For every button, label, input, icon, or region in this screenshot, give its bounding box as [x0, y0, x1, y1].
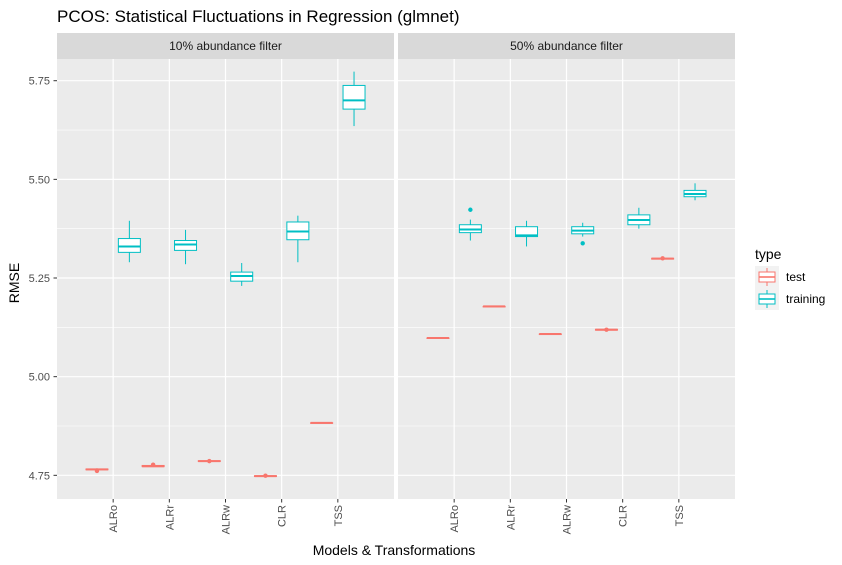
outlier-point — [150, 462, 156, 467]
box-training — [174, 229, 198, 265]
x-tick-label: ALRo — [449, 505, 461, 533]
box-training — [571, 222, 595, 246]
outlier-point — [207, 458, 212, 464]
box-training — [230, 263, 254, 286]
facet-strip-label: 10% abundance filter — [169, 39, 282, 53]
outlier-point — [660, 256, 665, 261]
box-training — [627, 207, 651, 229]
facet-panel: 10% abundance filter ALRo ALRr ALRw CLR TSS — [57, 33, 394, 534]
x-tick-label: ALRo — [108, 505, 120, 533]
outlier-point — [263, 473, 268, 478]
facet-panel: 50% abundance filter ALRo ALRr ALRw CLR TSS — [398, 33, 735, 534]
box-training — [286, 215, 310, 263]
y-tick-label: 5.25 — [29, 273, 50, 285]
outlier-point — [468, 207, 473, 212]
x-tick-label: CLR — [277, 505, 289, 527]
chart-title: PCOS: Statistical Fluctuations in Regres… — [57, 7, 460, 26]
box-test — [651, 256, 675, 261]
box-training — [458, 207, 482, 241]
y-tick-label: 5.00 — [29, 372, 50, 384]
box-test — [426, 336, 450, 339]
y-tick-label: 4.75 — [29, 470, 50, 482]
box-test — [197, 458, 221, 464]
x-tick-label: ALRr — [164, 505, 176, 530]
x-tick-label: CLR — [618, 505, 630, 527]
x-tick-label: ALRr — [505, 505, 517, 530]
y-tick-label: 5.75 — [29, 76, 50, 88]
y-axis: 4.75 5.00 5.25 5.50 5.75 — [29, 76, 57, 482]
box-training — [515, 220, 539, 247]
x-tick-label: TSS — [674, 505, 686, 526]
facet-strip-label: 50% abundance filter — [510, 39, 623, 53]
box-test — [538, 333, 562, 336]
box-test — [482, 305, 506, 308]
box-training — [683, 183, 707, 201]
legend-item: test — [755, 266, 806, 288]
legend-keys: test training — [755, 266, 825, 310]
facet-strip — [57, 33, 394, 59]
box-test — [310, 421, 334, 424]
outlier-point — [604, 327, 609, 332]
facet-strip — [398, 33, 735, 59]
legend-title: type — [755, 246, 782, 262]
x-tick-label: ALRw — [562, 505, 574, 534]
box-training — [117, 220, 141, 263]
legend: type test training — [755, 246, 825, 310]
y-axis-title: RMSE — [6, 263, 22, 303]
box-iqr — [515, 226, 539, 238]
legend-label: test — [786, 270, 806, 284]
outlier-point — [94, 468, 100, 474]
outlier-point — [580, 241, 585, 246]
box-test — [594, 327, 618, 332]
y-tick-label: 5.50 — [29, 174, 50, 186]
x-tick-label: TSS — [333, 505, 345, 526]
box-test — [85, 468, 109, 474]
legend-label: training — [786, 292, 825, 306]
x-axis-title: Models & Transformations — [313, 542, 476, 558]
box-test — [141, 462, 165, 468]
box-iqr — [342, 84, 366, 110]
legend-item: training — [755, 288, 825, 310]
box-test — [253, 473, 277, 478]
x-tick-label: ALRw — [221, 505, 233, 534]
box-training — [342, 71, 366, 127]
